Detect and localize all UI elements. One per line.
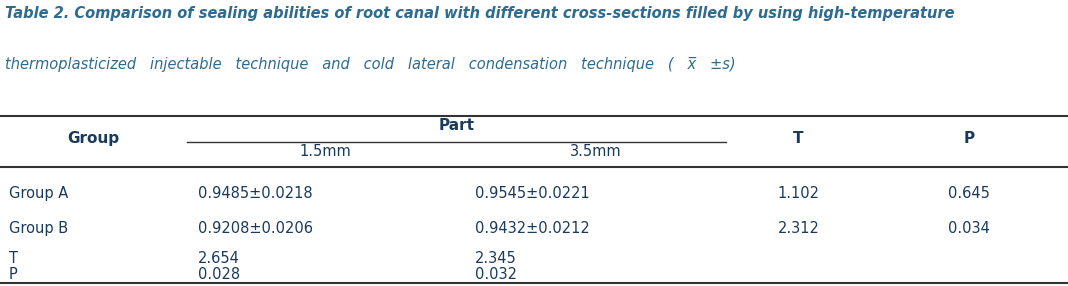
Text: 0.9545±0.0221: 0.9545±0.0221 [475,186,590,200]
Text: Group: Group [67,131,120,146]
Text: 0.645: 0.645 [948,186,990,200]
Text: 0.9208±0.0206: 0.9208±0.0206 [198,221,313,236]
Text: Part: Part [439,118,474,133]
Text: Group B: Group B [9,221,67,236]
Text: 2.312: 2.312 [778,221,819,236]
Text: 2.654: 2.654 [198,251,239,266]
Text: 1.5mm: 1.5mm [300,144,351,159]
Text: P: P [9,267,17,282]
Text: 0.028: 0.028 [198,267,239,282]
Text: 3.5mm: 3.5mm [569,144,622,159]
Text: 2.345: 2.345 [475,251,517,266]
Text: 0.9485±0.0218: 0.9485±0.0218 [198,186,312,200]
Text: T: T [9,251,17,266]
Text: Table 2. Comparison of sealing abilities of root canal with different cross-sect: Table 2. Comparison of sealing abilities… [5,6,955,21]
Text: 0.9432±0.0212: 0.9432±0.0212 [475,221,590,236]
Text: 0.034: 0.034 [948,221,990,236]
Text: P: P [963,131,975,146]
Text: 1.102: 1.102 [778,186,819,200]
Text: thermoplasticized   injectable   technique   and   cold   lateral   condensation: thermoplasticized injectable technique a… [5,57,736,72]
Text: 0.032: 0.032 [475,267,517,282]
Text: T: T [794,131,803,146]
Text: Group A: Group A [9,186,67,200]
